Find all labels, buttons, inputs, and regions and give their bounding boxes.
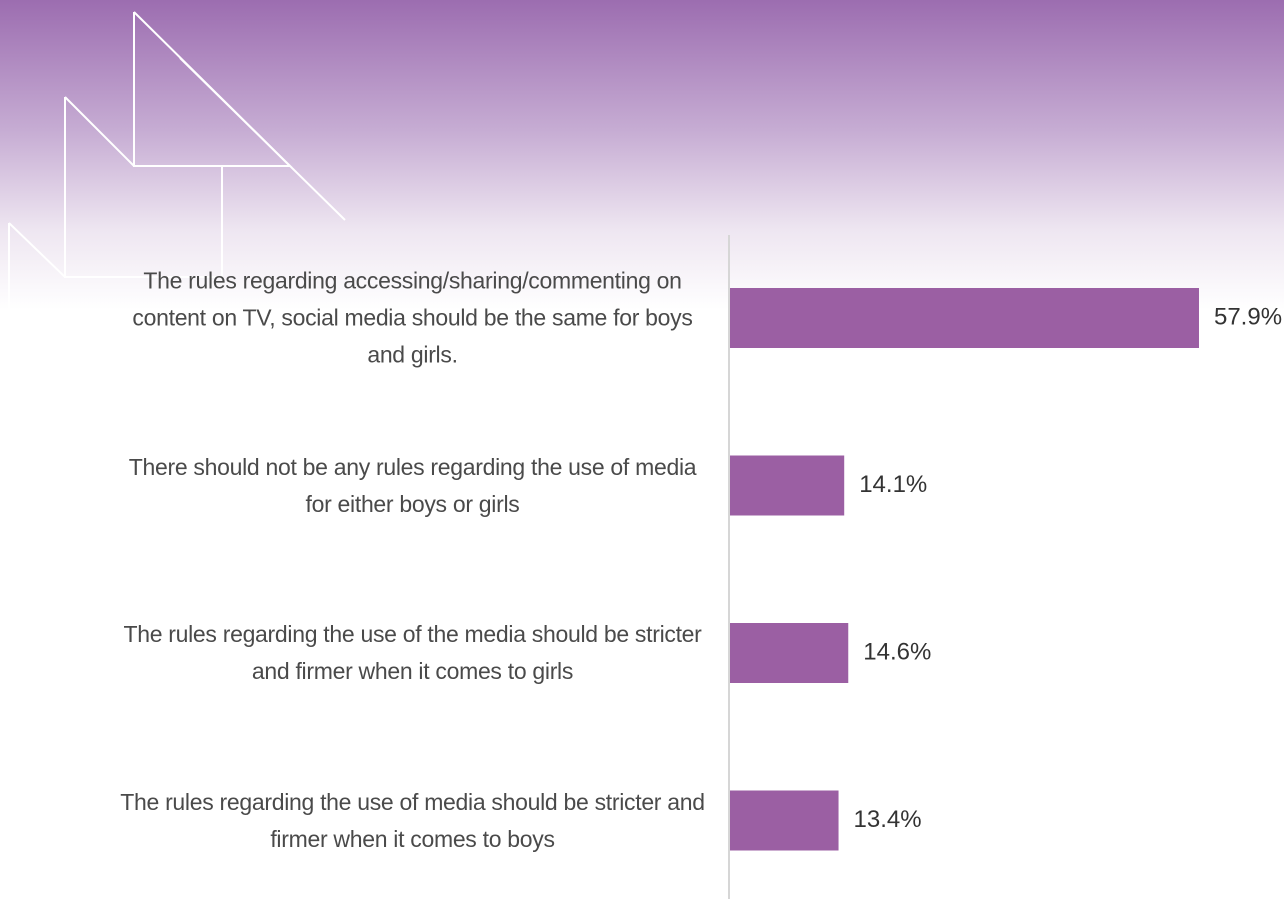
deco-line	[179, 57, 346, 221]
value-label: 14.6%	[863, 638, 931, 665]
category-label: The rules regarding the use of media sho…	[120, 788, 705, 852]
category-label: The rules regarding accessing/sharing/co…	[132, 267, 693, 368]
bar	[730, 623, 849, 683]
decoration	[8, 11, 346, 320]
deco-line	[8, 222, 66, 278]
value-label: 14.1%	[859, 471, 927, 498]
category-label: There should not be any rules regarding …	[128, 453, 697, 517]
category-label: The rules regarding the use of the media…	[123, 621, 702, 684]
deco-line	[64, 96, 135, 167]
bar	[730, 288, 1199, 348]
bar	[730, 790, 839, 851]
deco-shape	[64, 97, 223, 278]
value-label: 13.4%	[854, 806, 922, 833]
bar	[730, 455, 845, 516]
value-label: 57.9%	[1214, 303, 1282, 330]
